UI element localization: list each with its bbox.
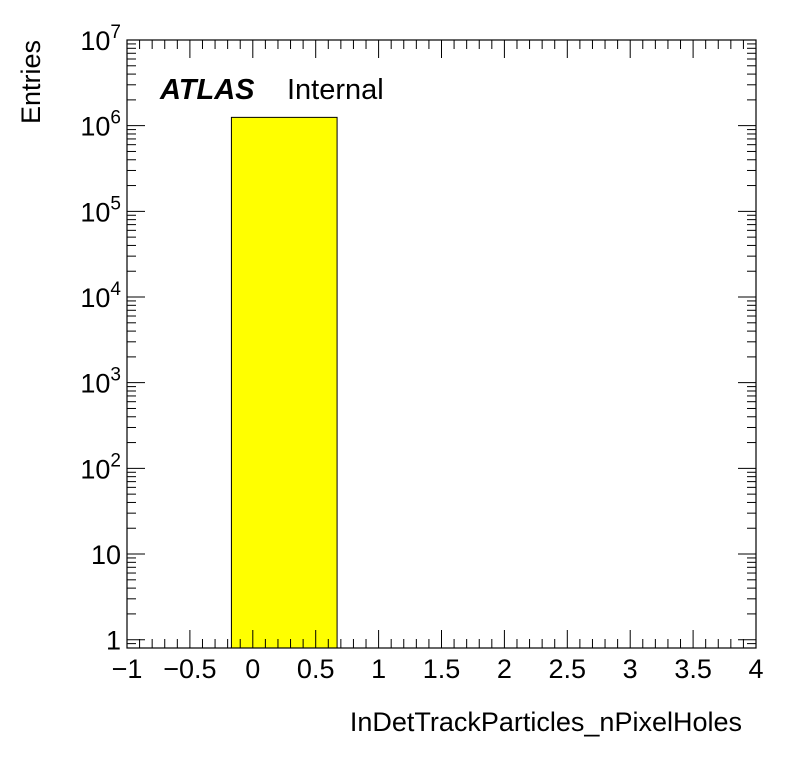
bars-layer (230, 116, 338, 649)
x-tick-label: −0.5 (163, 654, 216, 684)
y-tick-label: 102 (80, 450, 121, 484)
y-tick-labels: 1 10 102 103 104 105 106 107 (80, 22, 121, 656)
y-tick-label: 103 (80, 365, 121, 399)
y-tick-label: 105 (80, 193, 121, 227)
x-tick-label: 3 (623, 654, 638, 684)
y-tick-label: 106 (80, 108, 121, 142)
x-tick-label: 2 (497, 654, 512, 684)
x-tick-label: 1.5 (423, 654, 461, 684)
x-tick-label: 1 (371, 654, 386, 684)
internal-label: Internal (287, 74, 384, 106)
y-tick-label: 10 (91, 540, 121, 570)
minor-ticks (127, 40, 756, 649)
y-tick-label: 104 (80, 279, 121, 313)
x-axis-title: InDetTrackParticles_nPixelHoles (350, 707, 742, 737)
atlas-label: ATLAS (159, 74, 255, 106)
y-axis-title: Entries (16, 40, 46, 124)
x-tick-label: 3.5 (674, 654, 712, 684)
x-tick-label: 0 (245, 654, 260, 684)
x-tick-label: 2.5 (549, 654, 587, 684)
x-tick-label: −1 (112, 654, 143, 684)
x-tick-labels: −1 −0.5 0 0.5 1 1.5 2 2.5 3 3.5 4 (112, 654, 764, 684)
y-tick-label: 1 (106, 626, 121, 656)
major-ticks (126, 39, 757, 648)
histogram-bar (230, 116, 338, 649)
y-tick-label: 107 (80, 22, 121, 56)
x-tick-label: 4 (748, 654, 763, 684)
x-tick-label: 0.5 (297, 654, 335, 684)
plot-frame (126, 39, 757, 649)
